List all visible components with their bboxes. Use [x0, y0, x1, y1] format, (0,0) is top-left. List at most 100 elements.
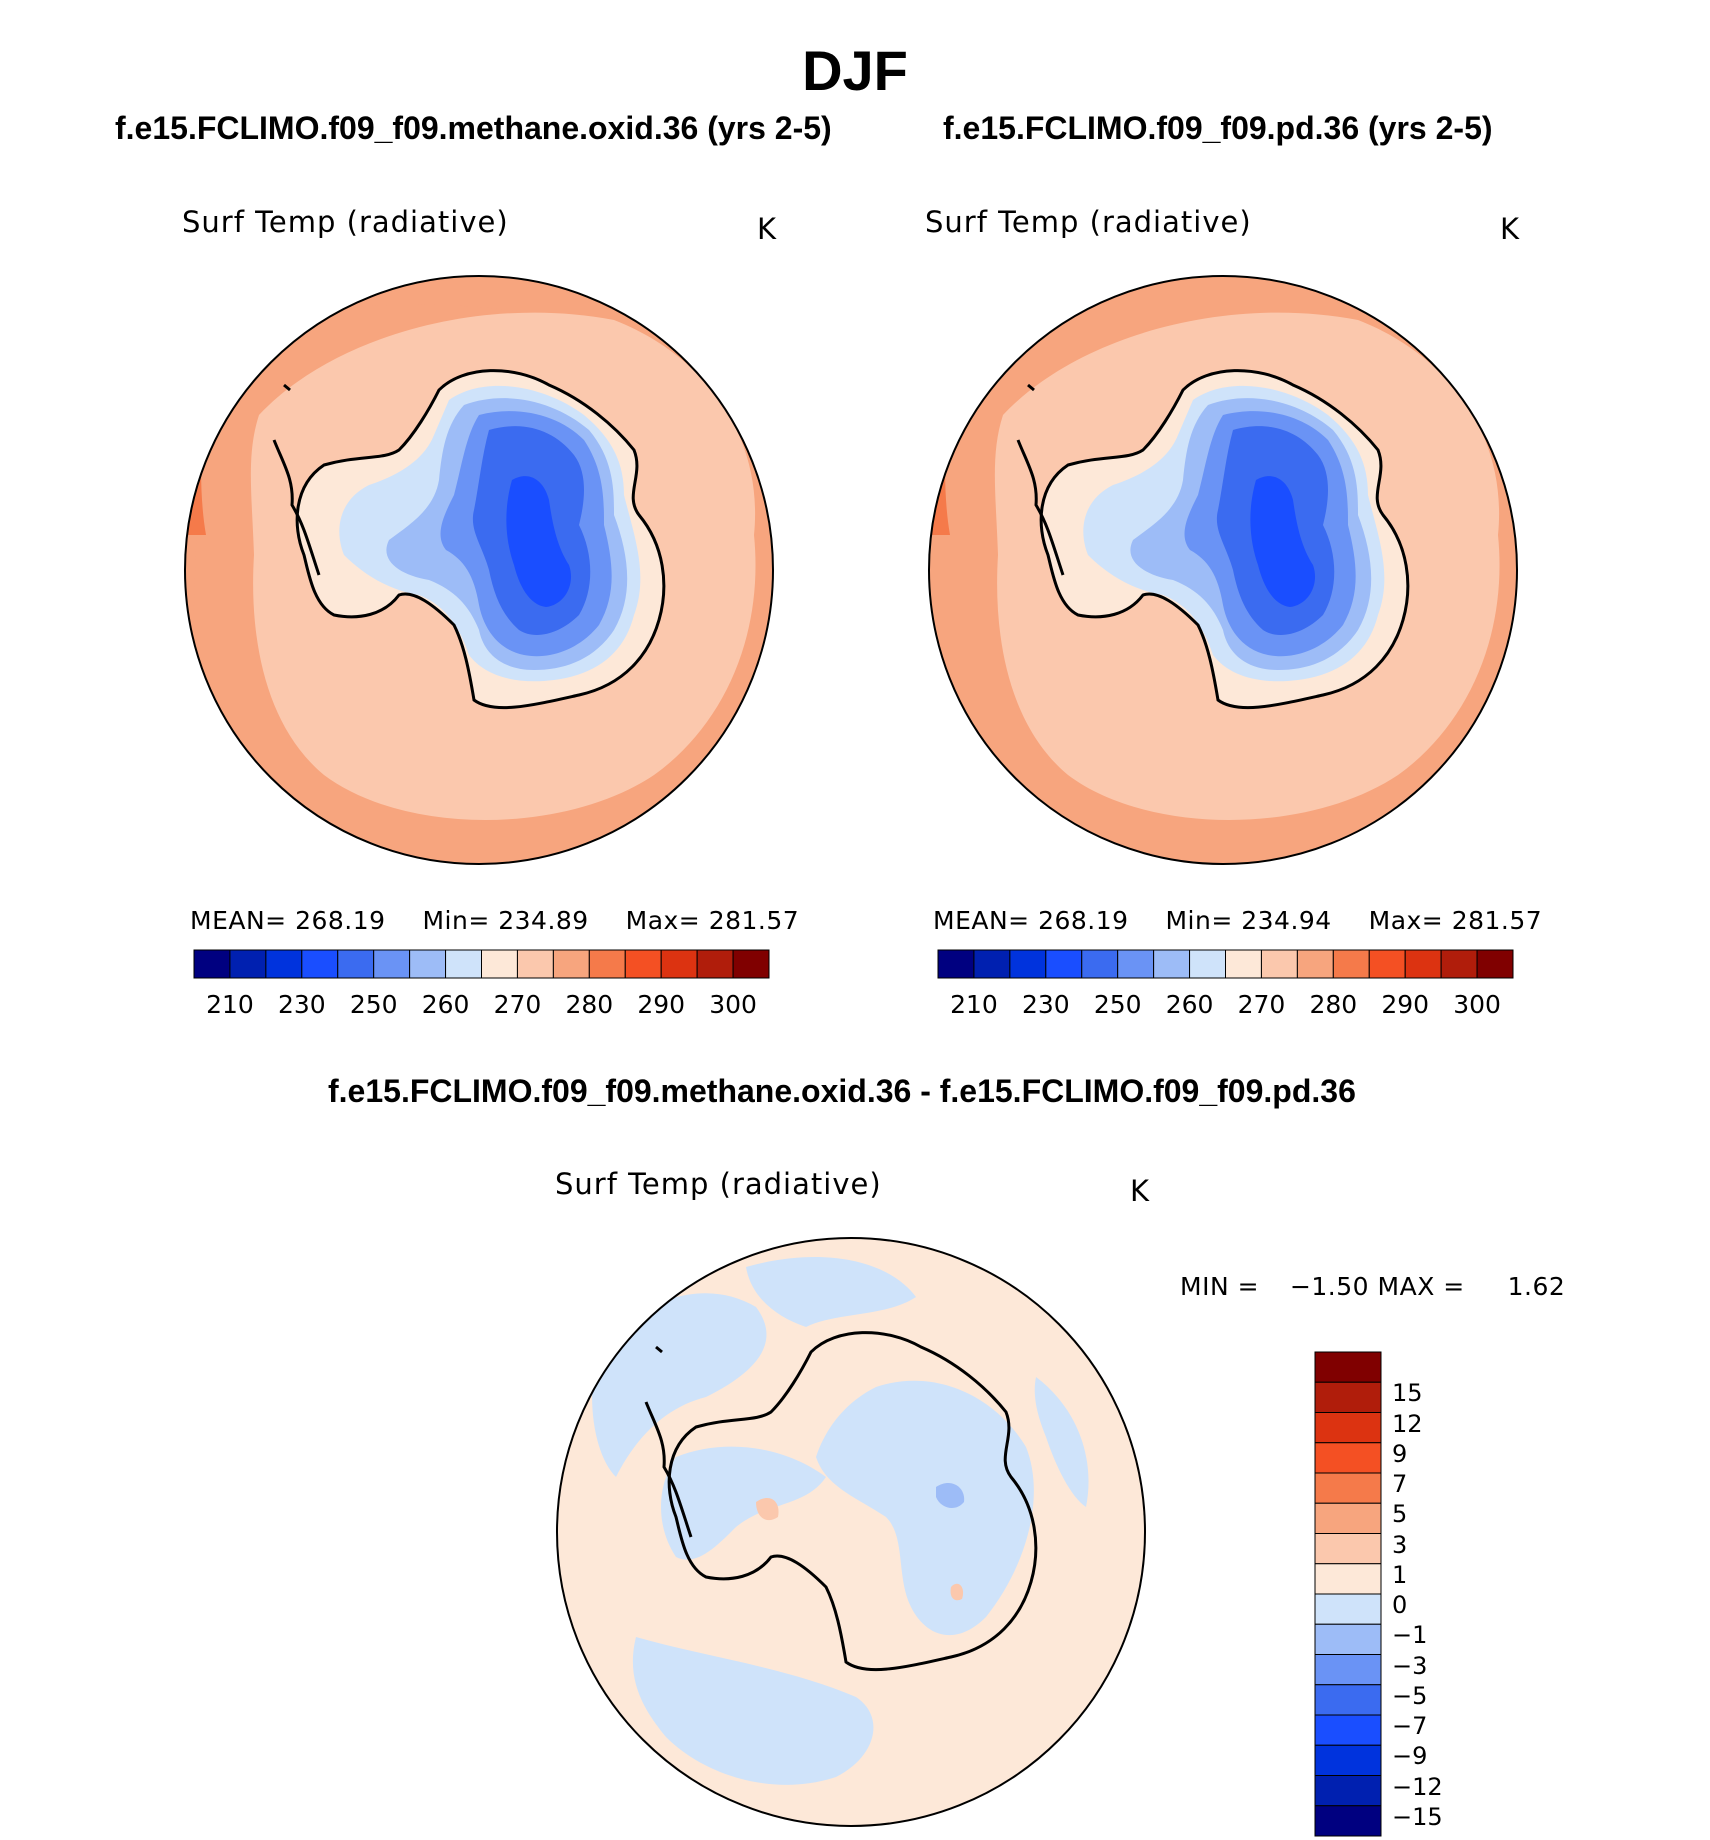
diff-colorbar-tick-label: 5: [1392, 1500, 1408, 1529]
diff-max-label: MAX =: [1377, 1272, 1465, 1301]
diff-colorbar: [1314, 1351, 1382, 1837]
left-colorbar-swatch: [516, 949, 554, 979]
right-colorbar-tick-label: 250: [1093, 990, 1142, 1019]
right-mean-value: 268.19: [1038, 906, 1129, 935]
right-colorbar-swatch: [973, 949, 1011, 979]
right-colorbar-swatch: [1225, 949, 1262, 979]
left-colorbar-swatch: [660, 949, 698, 979]
diff-colorbar-tick-label: 15: [1392, 1379, 1423, 1408]
diff-colorbar-swatch: [1314, 1533, 1382, 1565]
left-min-label: Min=: [422, 906, 490, 935]
diff-colorbar-tick-label: −12: [1392, 1772, 1443, 1801]
diff-map-border: [556, 1237, 1146, 1827]
right-colorbar-labels: 210 230 250 260 270 280 290 300: [938, 990, 1513, 1022]
left-antarctica-coastline: [295, 369, 666, 710]
left-colorbar-swatch: [696, 949, 734, 979]
diff-case-title: f.e15.FCLIMO.f09_f09.methane.oxid.36 - f…: [328, 1073, 1356, 1109]
diff-colorbar-tick-label: 9: [1392, 1439, 1408, 1468]
right-colorbar-tick-label: 290: [1381, 990, 1430, 1019]
diff-colorbar-tick-label: 0: [1392, 1591, 1408, 1619]
right-colorbar-tick-label: 270: [1237, 990, 1286, 1019]
diff-colorbar-tick-label: −9: [1392, 1742, 1428, 1771]
diff-colorbar-tick-label: −7: [1392, 1712, 1428, 1740]
left-units-label: K: [757, 212, 778, 246]
right-case-title: f.e15.FCLIMO.f09_f09.pd.36 (yrs 2-5): [943, 110, 1493, 146]
left-colorbar-labels: 210 230 250 260 270 280 290 300: [194, 990, 769, 1022]
left-colorbar-swatch: [265, 949, 303, 979]
left-colorbar-swatch: [624, 949, 662, 979]
diff-colorbar-tick-label: 12: [1392, 1409, 1423, 1438]
left-colorbar-tick-label: 270: [493, 990, 542, 1019]
left-colorbar-tick-label: 300: [709, 990, 757, 1019]
right-colorbar-tick-label: 260: [1165, 990, 1214, 1019]
left-case-title: f.e15.FCLIMO.f09_f09.methane.oxid.36 (yr…: [115, 110, 832, 146]
left-max-value: 281.57: [708, 906, 800, 935]
right-mean-label: MEAN=: [933, 906, 1030, 935]
right-min-label: Min=: [1165, 906, 1233, 935]
left-colorbar-tick-label: 250: [349, 990, 398, 1019]
diff-max-value: 1.62: [1507, 1272, 1566, 1301]
left-colorbar-swatch: [588, 949, 626, 979]
diff-colorbar-tick-label: 7: [1392, 1470, 1408, 1498]
right-colorbar-swatch: [1476, 949, 1514, 979]
diff-units-label: K: [1130, 1174, 1151, 1208]
diff-colorbar-swatch: [1314, 1623, 1382, 1655]
diff-colorbar-swatch: [1314, 1654, 1382, 1686]
diff-polar-map: [556, 1237, 1146, 1827]
left-mean-value: 268.19: [295, 906, 386, 935]
right-colorbar-tick-label: 280: [1309, 990, 1358, 1019]
right-colorbar-swatch: [1368, 949, 1406, 979]
right-colorbar-swatch: [1404, 949, 1442, 979]
right-min-value: 234.94: [1241, 906, 1332, 935]
diff-colorbar-swatch: [1314, 1351, 1382, 1383]
diff-colorbar-swatch: [1314, 1381, 1382, 1413]
diff-colorbar-tick-label: 3: [1392, 1530, 1408, 1559]
right-map-border: [928, 275, 1518, 865]
diff-colorbar-tick-label: −3: [1392, 1651, 1428, 1680]
diff-colorbar-tick-label: −5: [1392, 1681, 1428, 1710]
right-colorbar-swatch: [1045, 949, 1083, 979]
diff-min-label: MIN =: [1180, 1272, 1260, 1301]
left-colorbar-tick-label: 230: [277, 990, 326, 1019]
diff-colorbar-swatch: [1314, 1714, 1382, 1746]
left-colorbar-swatch: [337, 949, 375, 979]
left-colorbar-swatch: [732, 949, 770, 979]
left-colorbar-swatch: [193, 949, 231, 979]
diff-colorbar-swatch: [1314, 1502, 1382, 1534]
diff-colorbar-swatch: [1314, 1442, 1382, 1474]
left-colorbar: [193, 949, 770, 979]
right-colorbar-swatch: [1440, 949, 1478, 979]
right-max-value: 281.57: [1451, 906, 1543, 935]
left-min-value: 234.89: [498, 906, 589, 935]
right-colorbar-swatch: [1189, 949, 1226, 979]
diff-colorbar-swatch: [1314, 1563, 1382, 1595]
right-units-label: K: [1500, 212, 1521, 246]
right-colorbar-tick-label: 210: [950, 990, 998, 1019]
right-colorbar-swatch: [1296, 949, 1334, 979]
left-colorbar-tick-label: 280: [565, 990, 614, 1019]
right-colorbar-swatch: [1153, 949, 1191, 979]
left-mean-label: MEAN=: [190, 906, 287, 935]
diff-colorbar-swatch: [1314, 1472, 1382, 1504]
diff-colorbar-swatch: [1314, 1684, 1382, 1716]
right-polar-map: [928, 275, 1518, 865]
diff-colorbar-swatch: [1314, 1775, 1382, 1807]
diff-colorbar-swatch: [1314, 1593, 1382, 1625]
diff-colorbar-swatch: [1314, 1412, 1382, 1444]
left-colorbar-swatch: [481, 949, 518, 979]
diff-colorbar-swatch: [1314, 1744, 1382, 1776]
left-max-label: Max=: [625, 906, 701, 935]
left-variable-label: Surf Temp (radiative): [182, 205, 509, 239]
diff-colorbar-swatch: [1314, 1805, 1382, 1837]
diff-colorbar-labels: 15 12 9 7 5 3 1 0 −1 −3 −5 −7 −9 −12 −15: [1392, 1352, 1492, 1836]
right-colorbar-swatch: [1009, 949, 1047, 979]
left-colorbar-swatch: [373, 949, 411, 979]
right-max-label: Max=: [1368, 906, 1444, 935]
right-antarctica-coastline: [1039, 369, 1410, 710]
left-colorbar-tick-label: 210: [206, 990, 254, 1019]
right-colorbar-swatch: [1260, 949, 1298, 979]
left-colorbar-swatch: [409, 949, 447, 979]
left-map-border: [184, 275, 774, 865]
right-colorbar-swatch: [937, 949, 975, 979]
right-colorbar-tick-label: 300: [1453, 990, 1501, 1019]
